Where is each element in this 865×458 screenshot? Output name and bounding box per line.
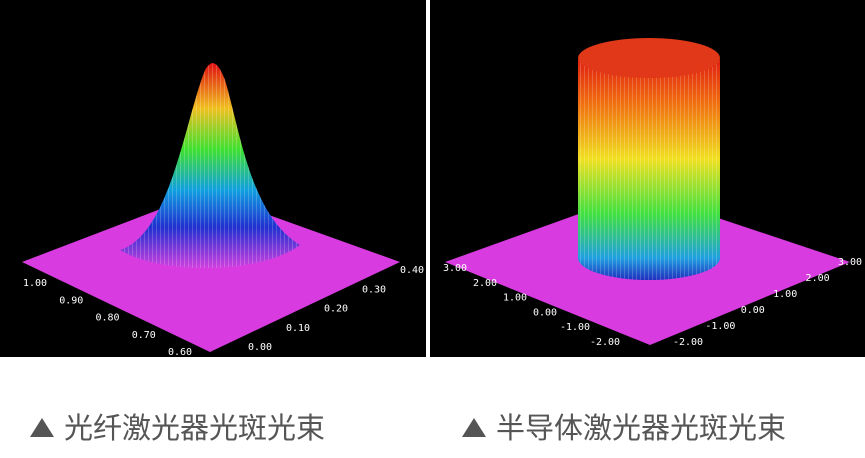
triangle-icon — [30, 418, 54, 437]
right-axis-tick: 0.40 — [400, 265, 424, 276]
surface-mesh — [120, 63, 300, 269]
surface-top — [578, 38, 720, 78]
right-axis-tick: 0.10 — [286, 323, 310, 334]
right-axis-tick: -1.00 — [705, 321, 735, 332]
left-axis-tick: 2.00 — [473, 278, 497, 289]
right-axis-tick: 1.00 — [773, 289, 797, 300]
caption: 半导体激光器光斑光束 — [496, 411, 786, 445]
triangle-icon — [462, 418, 486, 437]
left-axis-tick: 0.90 — [59, 295, 83, 306]
surface-mesh — [578, 60, 720, 280]
caption: 光纤激光器光斑光束 — [64, 411, 325, 445]
left-axis-tick: 0.60 — [168, 347, 192, 358]
base-plane — [22, 192, 400, 352]
right-axis-tick: 3.00 — [838, 257, 862, 268]
left-axis-tick: 0.80 — [95, 313, 119, 324]
right-axis-tick: 0.00 — [741, 305, 765, 316]
left-axis-tick: 3.00 — [443, 263, 467, 274]
right-axis-tick: 0.20 — [324, 304, 348, 315]
left-axis-tick: 0.70 — [132, 330, 156, 341]
left-axis-tick: 0.00 — [533, 307, 557, 318]
left-axis-tick: -2.00 — [590, 337, 620, 348]
right-axis-tick: 2.00 — [806, 273, 830, 284]
right-axis-tick: 0.30 — [362, 284, 386, 295]
left-axis-tick: 1.00 — [503, 293, 527, 304]
left-axis-tick: -1.00 — [560, 322, 590, 333]
right-axis-tick: 0.00 — [248, 342, 272, 353]
left-axis-tick: 1.00 — [23, 278, 47, 289]
right-axis-tick: -2.00 — [673, 337, 703, 348]
